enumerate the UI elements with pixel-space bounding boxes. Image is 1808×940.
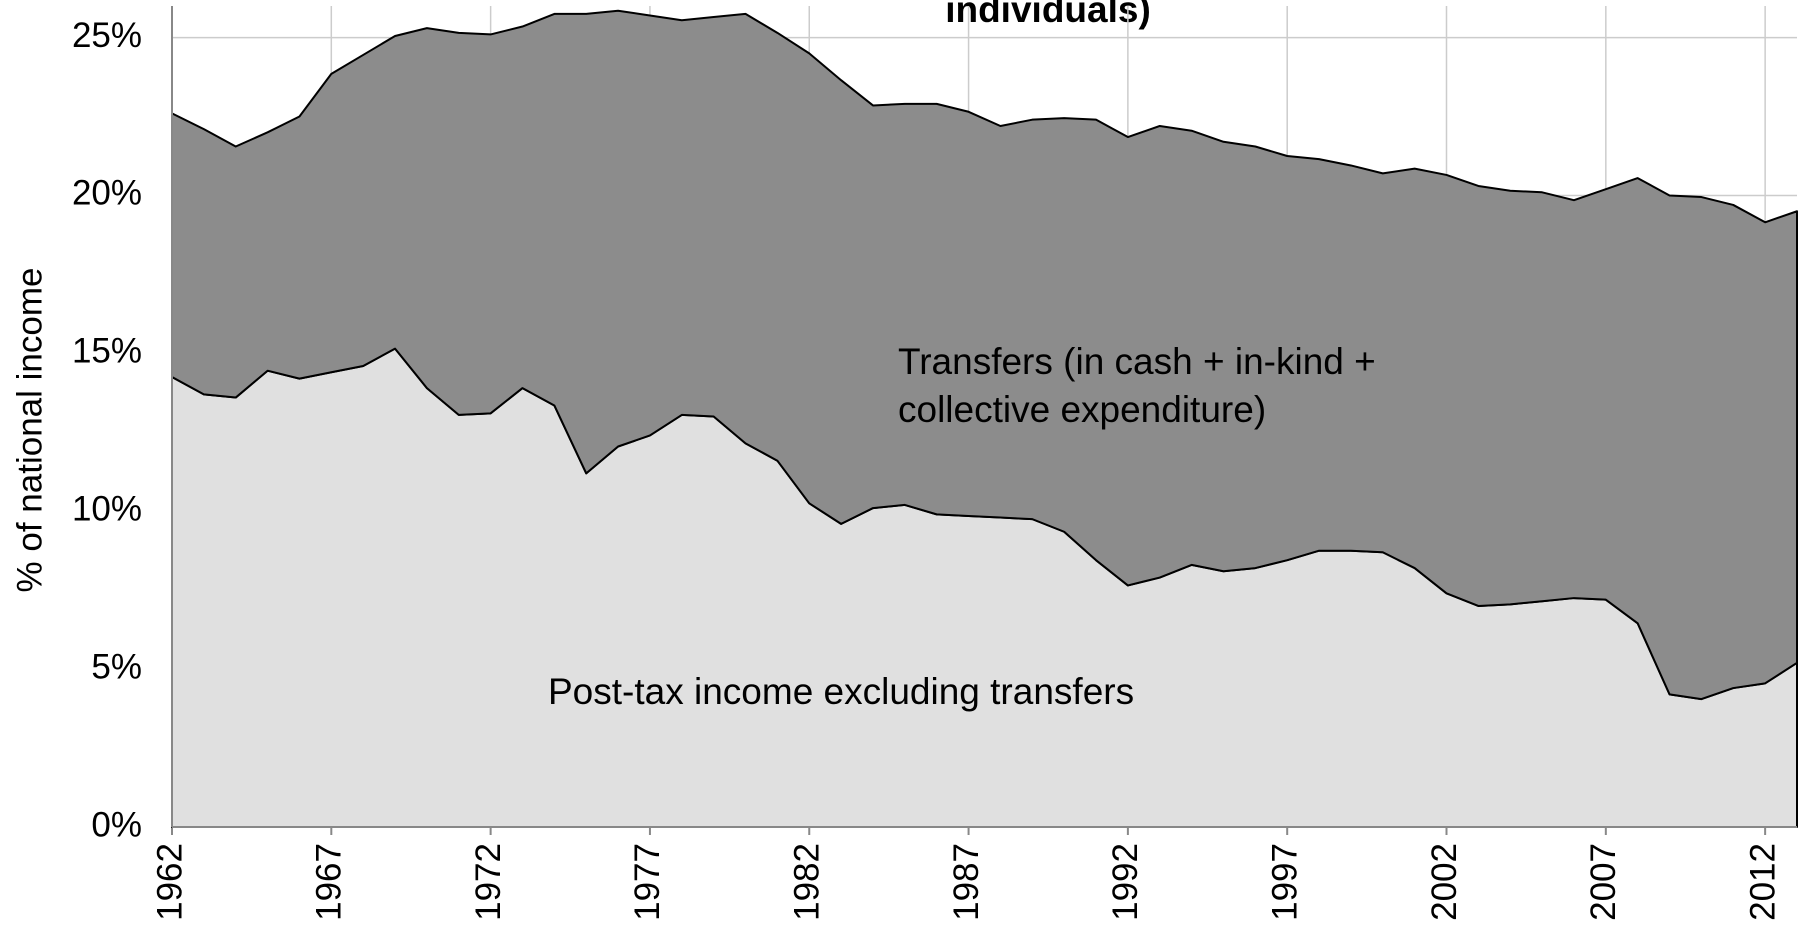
x-tick-label: 2002	[1425, 843, 1464, 921]
x-tick-label: 1977	[628, 843, 667, 921]
x-tick-label: 1987	[947, 843, 986, 921]
chart-title: individuals)	[945, 0, 1151, 30]
series-label: Post-tax income excluding transfers	[548, 671, 1135, 712]
x-tick-label: 1962	[150, 843, 189, 921]
series-label: Transfers (in cash + in-kind + collectiv…	[898, 341, 1376, 430]
x-tick-label: 1972	[469, 843, 508, 921]
y-tick-label: 5%	[91, 647, 142, 686]
x-tick-label: 2012	[1743, 843, 1782, 921]
y-tick-label: 25%	[72, 16, 142, 55]
area	[171, 9, 1798, 701]
x-tick-label: 1992	[1106, 843, 1145, 921]
y-tick-label: 20%	[72, 174, 142, 213]
x-tick-label: 1997	[1265, 843, 1304, 921]
y-tick-label: 0%	[91, 805, 142, 844]
x-tick-label: 1967	[310, 843, 349, 921]
x-tick-label: 2007	[1584, 843, 1623, 921]
y-axis-label: % of national income	[10, 268, 49, 593]
y-tick-label: 15%	[72, 332, 142, 371]
x-tick-label: 1982	[788, 843, 827, 921]
y-tick-label: 10%	[72, 489, 142, 528]
